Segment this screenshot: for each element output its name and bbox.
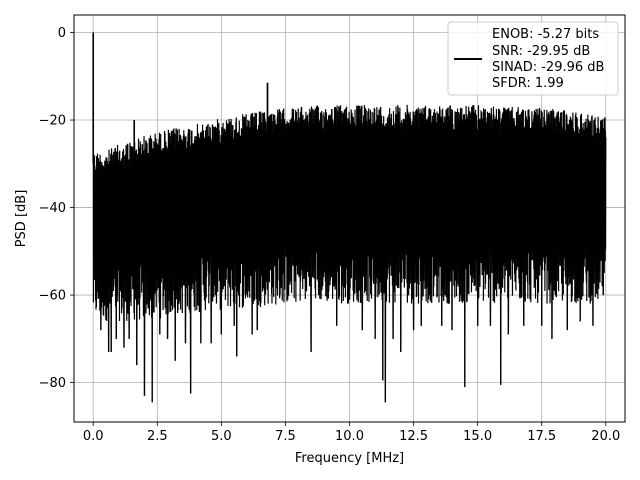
y-axis-label: PSD [dB] — [14, 190, 29, 248]
x-tick-label: 7.5 — [275, 429, 296, 444]
x-axis-ticks: 0.0 2.5 5.0 7.5 10.0 12.5 15.0 17.5 20.0 — [83, 422, 620, 444]
psd-trace — [92, 32, 607, 403]
y-axis-ticks: 0 −20 −40 −60 −80 — [39, 26, 74, 391]
legend-box — [447, 21, 619, 96]
y-tick-label: −80 — [39, 376, 66, 391]
x-tick-label: 0.0 — [83, 429, 104, 444]
x-tick-label: 10.0 — [335, 429, 364, 444]
legend: ENOB: -5.27 bits SNR: -29.95 dB SINAD: -… — [447, 21, 619, 96]
y-tick-label: −20 — [39, 114, 66, 129]
plot-area — [92, 32, 607, 403]
legend-sfdr: SFDR: 1.99 — [492, 76, 564, 91]
x-tick-label: 5.0 — [211, 429, 232, 444]
legend-sinad: SINAD: -29.96 dB — [492, 60, 604, 75]
x-tick-label: 20.0 — [591, 429, 620, 444]
x-tick-label: 17.5 — [527, 429, 556, 444]
legend-enob: ENOB: -5.27 bits — [492, 27, 599, 42]
x-tick-label: 2.5 — [147, 429, 168, 444]
y-tick-label: 0 — [58, 26, 66, 41]
y-tick-label: −40 — [39, 201, 66, 216]
x-axis-label: Frequency [MHz] — [295, 451, 404, 466]
x-tick-label: 12.5 — [399, 429, 428, 444]
x-tick-label: 15.0 — [463, 429, 492, 444]
legend-snr: SNR: -29.95 dB — [492, 44, 590, 59]
psd-series — [92, 32, 607, 403]
y-tick-label: −60 — [39, 289, 66, 304]
